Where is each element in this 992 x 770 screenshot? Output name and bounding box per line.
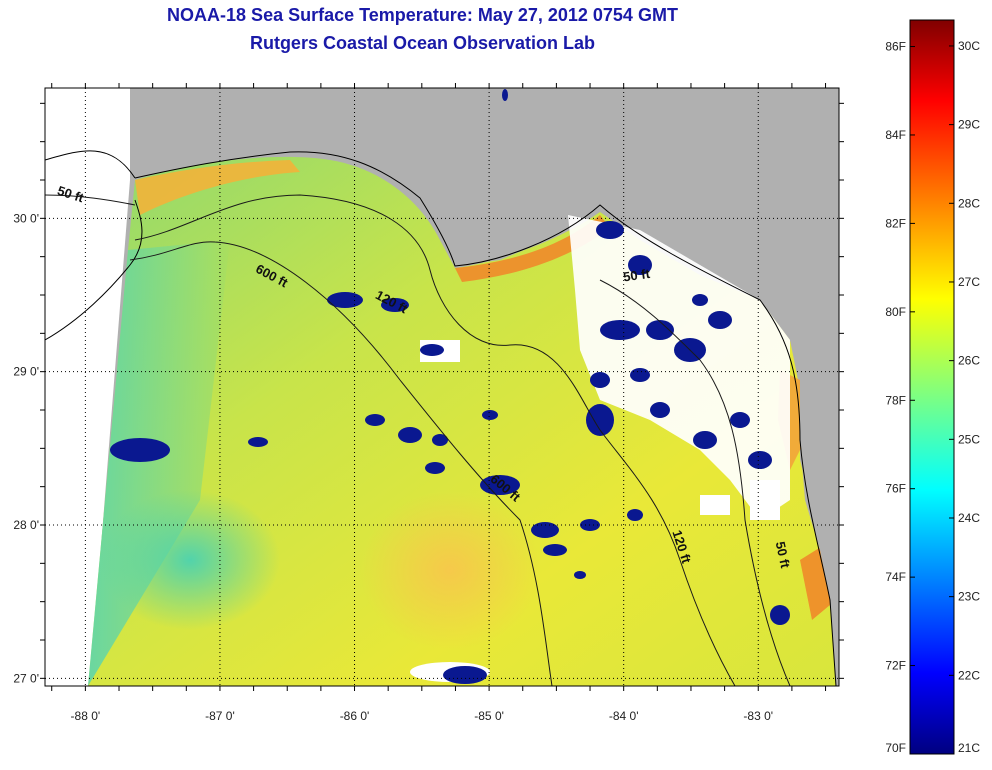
colorbar-c-label: 23C xyxy=(958,590,980,604)
land-north xyxy=(130,88,839,266)
lat-tick-label: 27 0' xyxy=(13,671,39,685)
cold-patches xyxy=(110,89,790,684)
colorbar-f-label: 78F xyxy=(885,393,906,407)
lon-tick-label: -88 0' xyxy=(71,709,101,723)
colorbar-c-label: 27C xyxy=(958,275,980,289)
warm-nearshore-bigbend xyxy=(455,215,610,282)
coastline xyxy=(134,151,837,686)
lon-tick-label: -83 0' xyxy=(743,709,773,723)
colorbar-f-label: 84F xyxy=(885,128,906,142)
colorbar-f-label: 70F xyxy=(885,741,906,755)
colorbar-c-label: 30C xyxy=(958,39,980,53)
depth-contours xyxy=(45,194,791,686)
colorbar-f-label: 74F xyxy=(885,570,906,584)
colorbar-c-label: 22C xyxy=(958,668,980,682)
lat-tick-label: 28 0' xyxy=(13,518,39,532)
colorbar-f-label: 76F xyxy=(885,482,906,496)
warm-nearshore-panhandle xyxy=(135,160,300,215)
graticule xyxy=(40,83,844,691)
axis-labels: -88 0' -87 0' -86 0' -85 0' -84 0' -83 0' 30 0… xyxy=(13,211,773,723)
contour-label: 50 ft xyxy=(773,540,793,570)
map-frame xyxy=(44,87,840,687)
colorbar-c-label: 28C xyxy=(958,196,980,210)
colorbar-gradient xyxy=(909,19,955,755)
lon-tick-label: -86 0' xyxy=(340,709,370,723)
colorbar-c-label: 26C xyxy=(958,354,980,368)
warm-patch xyxy=(360,490,540,650)
lon-tick-label: -84 0' xyxy=(609,709,639,723)
colorbar-f-label: 80F xyxy=(885,305,906,319)
colorbar-c-label: 24C xyxy=(958,511,980,525)
lon-tick-label: -87 0' xyxy=(205,709,235,723)
florida-peninsula xyxy=(605,88,839,686)
colorbar-c-label: 21C xyxy=(958,741,980,755)
colorbar-c-label: 29C xyxy=(958,118,980,132)
contour-label: 50 ft xyxy=(622,266,651,285)
lon-tick-label: -85 0' xyxy=(474,709,504,723)
map-subtitle: Rutgers Coastal Ocean Observation Lab xyxy=(249,33,596,53)
colorbar-f-label: 86F xyxy=(885,40,906,54)
lat-tick-label: 30 0' xyxy=(13,211,39,225)
colorbar-f-label: 82F xyxy=(885,216,906,230)
colorbar-f-label: 72F xyxy=(885,659,906,673)
no-data-region xyxy=(45,88,130,686)
lat-tick-label: 29 0' xyxy=(13,365,39,379)
map-title: NOAA-18 Sea Surface Temperature: May 27,… xyxy=(167,5,678,25)
colorbar-c-label: 25C xyxy=(958,432,980,446)
